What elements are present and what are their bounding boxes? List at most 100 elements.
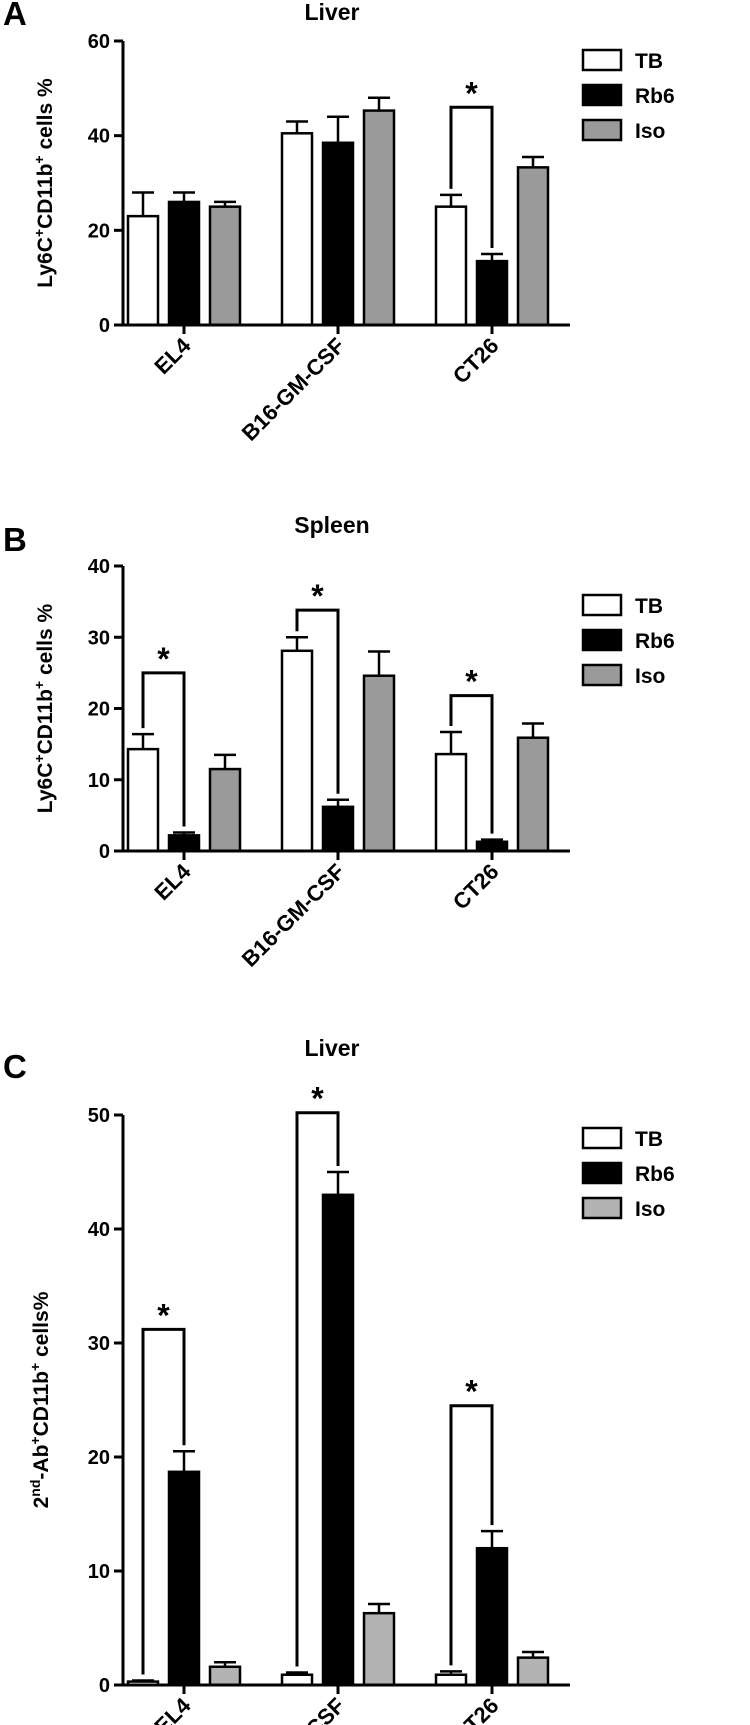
y-tick-label: 50 xyxy=(88,1105,110,1127)
legend-label: Rb6 xyxy=(635,630,675,653)
y-tick-label: 20 xyxy=(88,1447,110,1469)
significance-star: * xyxy=(157,641,170,677)
x-tick-label: CT26 xyxy=(448,333,504,389)
bar-rb6-b16-gm-csf xyxy=(321,1193,355,1687)
bar-rb6-ct26 xyxy=(475,259,509,327)
panel-label: A xyxy=(3,0,27,32)
y-tick-label: 30 xyxy=(88,627,110,649)
legend-swatch-iso xyxy=(581,663,623,687)
y-tick-label: 20 xyxy=(88,220,110,242)
bar-iso-ct26 xyxy=(516,166,550,327)
legend-swatch-tb xyxy=(581,593,623,617)
bar-rb6-el4 xyxy=(167,834,201,853)
y-tick-label: 0 xyxy=(99,315,110,337)
legend-label: TB xyxy=(635,1128,663,1151)
legend-swatch-rb6 xyxy=(581,628,623,652)
bar-iso-el4 xyxy=(208,1665,242,1687)
chart-title: Liver xyxy=(305,1035,360,1061)
y-tick-label: 60 xyxy=(88,31,110,53)
bar-tb-b16-gm-csf xyxy=(280,1673,314,1687)
bar-iso-b16-gm-csf xyxy=(362,674,396,853)
significance-bracket xyxy=(449,105,494,248)
bar-iso-el4 xyxy=(208,767,242,853)
bar-tb-el4 xyxy=(126,747,160,853)
bar-tb-b16-gm-csf xyxy=(280,649,314,853)
bar-rb6-b16-gm-csf xyxy=(321,141,355,327)
y-axis-label-part: + xyxy=(27,1436,43,1444)
y-tick-label: 40 xyxy=(88,126,110,148)
significance-star: * xyxy=(311,1081,324,1117)
chart-title: Liver xyxy=(305,0,360,25)
y-axis-label: Ly6C+CD11b+ cells % xyxy=(31,603,57,813)
legend-label: Rb6 xyxy=(635,1163,675,1186)
y-axis-label-part: 2 xyxy=(30,1497,53,1509)
bar-tb-b16-gm-csf xyxy=(280,132,314,327)
y-axis-label-part: Ly6C xyxy=(34,763,57,814)
bar-rb6-el4 xyxy=(167,200,201,327)
significance-star: * xyxy=(157,1297,170,1333)
legend-swatch-tb xyxy=(581,1126,623,1150)
y-axis-label: Ly6C+CD11b+ cells % xyxy=(31,78,57,288)
y-tick-label: 0 xyxy=(99,1675,110,1697)
panel-c: C Liver 0 10 20 30 40 50 2nd-Ab+CD11b+ cells% EL4… xyxy=(3,1035,675,1725)
y-axis-label-part: CD11b xyxy=(34,689,57,754)
y-tick-label: 30 xyxy=(88,1333,110,1355)
y-axis-label-part: nd xyxy=(27,1480,43,1497)
y-axis-label: 2nd-Ab+CD11b+ cells% xyxy=(27,1291,53,1508)
significance-star: * xyxy=(465,75,478,111)
y-axis-label-part: Ly6C xyxy=(34,237,57,288)
bar-iso-b16-gm-csf xyxy=(362,109,396,327)
y-axis-label-part: + xyxy=(31,681,47,689)
y-axis-label-part: cells % xyxy=(34,603,57,680)
bar-rb6-ct26 xyxy=(475,1546,509,1687)
significance-bracket xyxy=(449,694,494,834)
significance-bracket xyxy=(295,608,340,794)
legend-label: TB xyxy=(635,50,663,73)
x-tick-label: B16-GM-CSF xyxy=(237,1693,350,1725)
x-tick-label: B16-GM-CSF xyxy=(237,333,350,446)
y-axis-label-part: + xyxy=(31,155,47,163)
y-axis-label-part: -Ab xyxy=(30,1445,53,1480)
x-tick-label: B16-GM-CSF xyxy=(237,859,350,972)
significance-star: * xyxy=(465,1374,478,1410)
legend-label: TB xyxy=(635,595,663,618)
x-tick-label: CT26 xyxy=(448,859,504,915)
bar-tb-el4 xyxy=(126,214,160,327)
y-tick-label: 20 xyxy=(88,699,110,721)
bar-rb6-b16-gm-csf xyxy=(321,805,355,853)
bar-iso-el4 xyxy=(208,205,242,327)
panel-label: C xyxy=(3,1048,27,1085)
bar-tb-ct26 xyxy=(434,752,468,853)
legend-swatch-iso xyxy=(581,118,623,142)
bar-tb-ct26 xyxy=(434,1673,468,1687)
panel-label: B xyxy=(3,521,27,558)
significance-bracket xyxy=(449,1404,494,1666)
legend-swatch-iso xyxy=(581,1196,623,1220)
significance-star: * xyxy=(311,578,324,614)
legend-swatch-rb6 xyxy=(581,1161,623,1185)
legend-swatch-tb xyxy=(581,48,623,72)
significance-bracket xyxy=(295,1111,340,1667)
y-tick-label: 40 xyxy=(88,1219,110,1241)
y-axis-label-part: cells% xyxy=(30,1291,53,1363)
x-tick-label: CT26 xyxy=(448,1693,504,1725)
y-tick-label: 10 xyxy=(88,1561,110,1583)
y-axis-label-part: + xyxy=(31,754,47,762)
x-tick-label: EL4 xyxy=(149,332,196,379)
x-tick-label: EL4 xyxy=(149,1692,196,1725)
y-axis-label-part: CD11b xyxy=(34,164,57,229)
legend-label: Iso xyxy=(635,120,665,143)
significance-bracket xyxy=(141,671,186,827)
y-axis-label-part: cells % xyxy=(34,78,57,155)
legend-swatch-rb6 xyxy=(581,83,623,107)
bar-iso-b16-gm-csf xyxy=(362,1611,396,1687)
y-axis-label-part: + xyxy=(31,229,47,237)
chart-title: Spleen xyxy=(294,512,369,538)
y-tick-label: 0 xyxy=(99,841,110,863)
legend-label: Rb6 xyxy=(635,85,675,108)
y-tick-label: 10 xyxy=(88,770,110,792)
bar-tb-ct26 xyxy=(434,205,468,327)
legend-label: Iso xyxy=(635,1198,665,1221)
